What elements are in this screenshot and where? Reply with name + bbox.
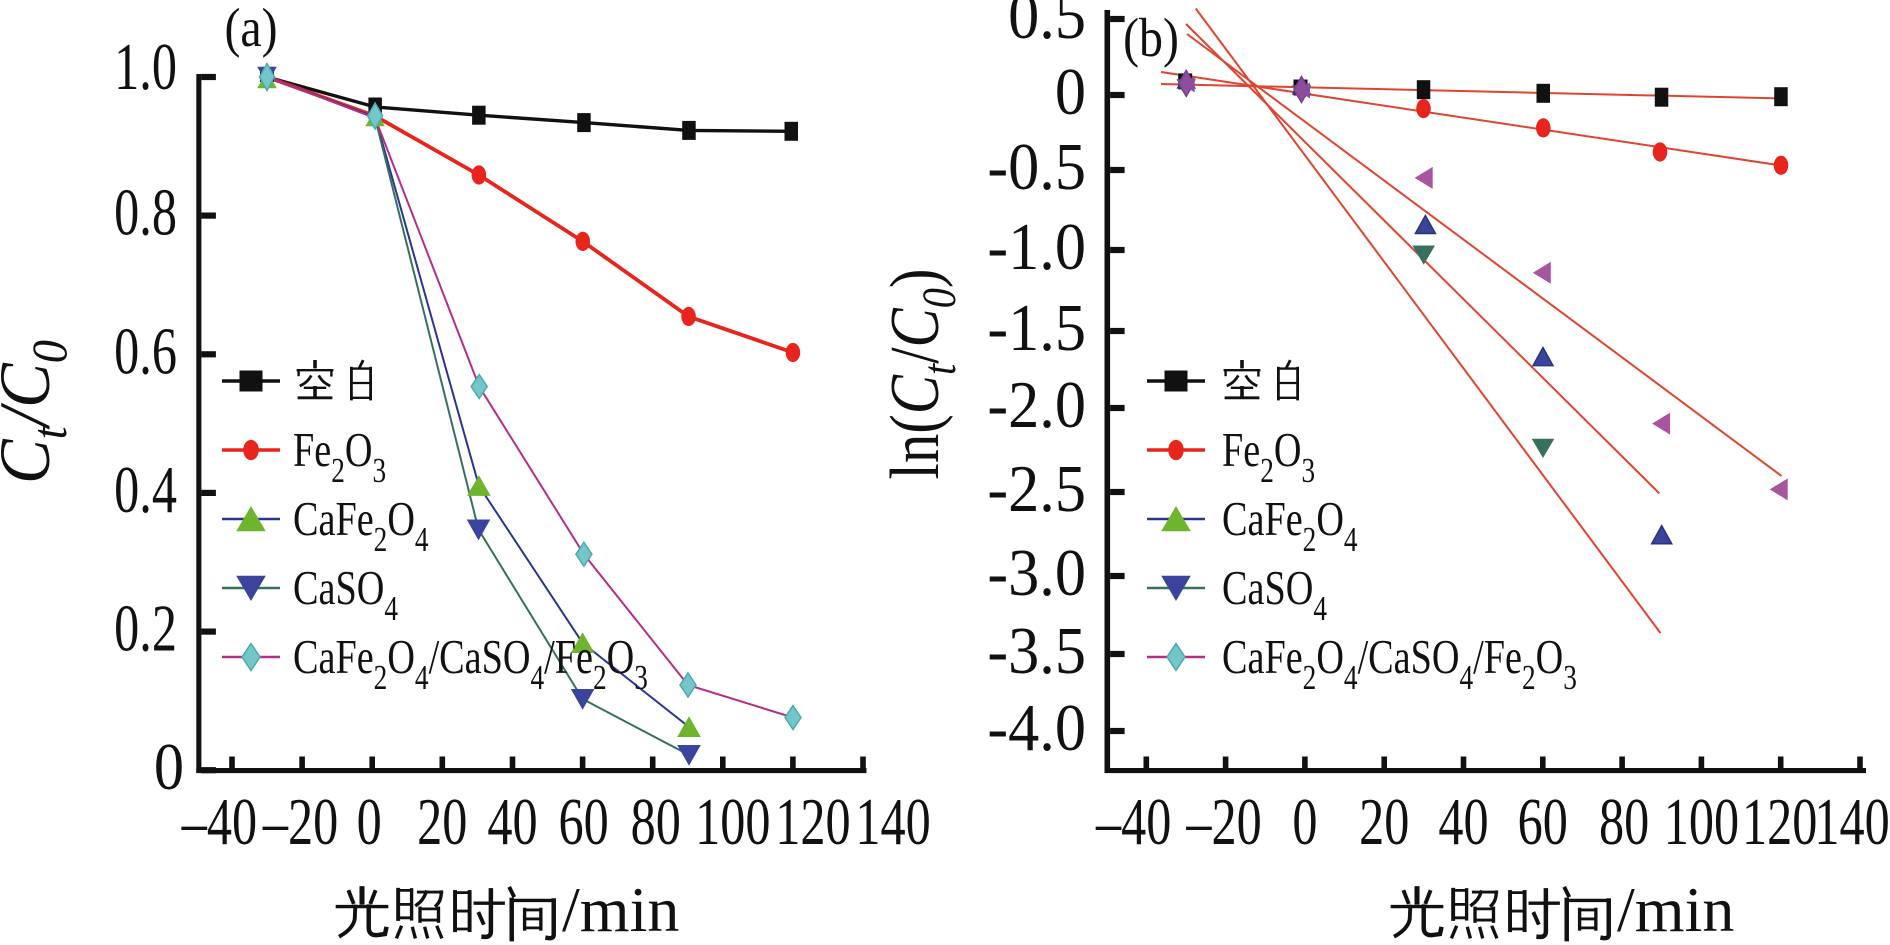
svg-text:Ct/C0: Ct/C0 — [0, 340, 77, 484]
svg-text:–40: –40 — [1095, 784, 1171, 859]
svg-text:-3.5: -3.5 — [987, 613, 1086, 688]
svg-text:CaSO4​: CaSO4​ — [1222, 561, 1327, 628]
svg-text:(b): (b) — [1123, 8, 1179, 69]
svg-text:0.2: 0.2 — [114, 591, 177, 666]
svg-text:20: 20 — [1359, 784, 1409, 859]
svg-text:-4.0: -4.0 — [987, 690, 1086, 765]
svg-text:–20: –20 — [262, 784, 338, 859]
svg-text:0.4: 0.4 — [114, 452, 177, 527]
svg-text:120: 120 — [775, 784, 850, 859]
svg-text:40: 40 — [1438, 784, 1488, 859]
svg-text:Fe2​O3​: Fe2​O3​ — [1222, 423, 1315, 490]
svg-text:CaFe2​O4​/CaSO4​/Fe2​O3​: CaFe2​O4​/CaSO4​/Fe2​O3​ — [1222, 630, 1577, 697]
svg-text:-3.0: -3.0 — [987, 535, 1086, 610]
svg-text:60: 60 — [1518, 784, 1568, 859]
svg-text:0: 0 — [1292, 784, 1317, 859]
svg-text:CaFe2​O4​/CaSO4​/Fe2​O3​: CaFe2​O4​/CaSO4​/Fe2​O3​ — [293, 630, 648, 697]
svg-text:CaSO4​: CaSO4​ — [293, 561, 398, 628]
svg-text:0.6: 0.6 — [114, 313, 177, 388]
svg-text:/min: /min — [562, 874, 679, 945]
svg-text:–20: –20 — [1185, 784, 1261, 859]
svg-text:1.0: 1.0 — [114, 29, 177, 104]
svg-text:0.8: 0.8 — [114, 175, 177, 250]
svg-text:40: 40 — [487, 784, 537, 859]
svg-text:CaFe2​O4​: CaFe2​O4​ — [293, 492, 429, 559]
svg-text:80: 80 — [1599, 784, 1649, 859]
svg-text:20: 20 — [417, 784, 467, 859]
svg-text:140: 140 — [855, 784, 930, 859]
svg-text:100: 100 — [695, 784, 770, 859]
svg-text:0.5: 0.5 — [1008, 0, 1086, 52]
svg-text:-2.5: -2.5 — [987, 451, 1086, 526]
svg-text:120: 120 — [1742, 784, 1817, 859]
svg-text:0: 0 — [154, 729, 184, 804]
svg-text:-1.5: -1.5 — [987, 290, 1086, 365]
svg-text:0: 0 — [1055, 54, 1086, 129]
svg-text:(a): (a) — [224, 0, 277, 59]
svg-text:/min: /min — [1617, 874, 1734, 945]
svg-text:60: 60 — [558, 784, 608, 859]
svg-text:–40: –40 — [181, 784, 257, 859]
svg-text:-2.0: -2.0 — [987, 367, 1086, 442]
svg-text:100: 100 — [1664, 784, 1739, 859]
svg-text:-0.5: -0.5 — [987, 129, 1086, 204]
svg-text:140: 140 — [1814, 784, 1889, 859]
svg-text:CaFe2​O4​: CaFe2​O4​ — [1222, 492, 1358, 559]
svg-text:Fe2​O3​: Fe2​O3​ — [293, 423, 386, 490]
svg-text:0: 0 — [357, 784, 382, 859]
svg-text:-1.0: -1.0 — [987, 209, 1086, 284]
svg-text:80: 80 — [631, 784, 681, 859]
svg-text:ln(Ct/C0): ln(Ct/C0) — [875, 268, 966, 479]
